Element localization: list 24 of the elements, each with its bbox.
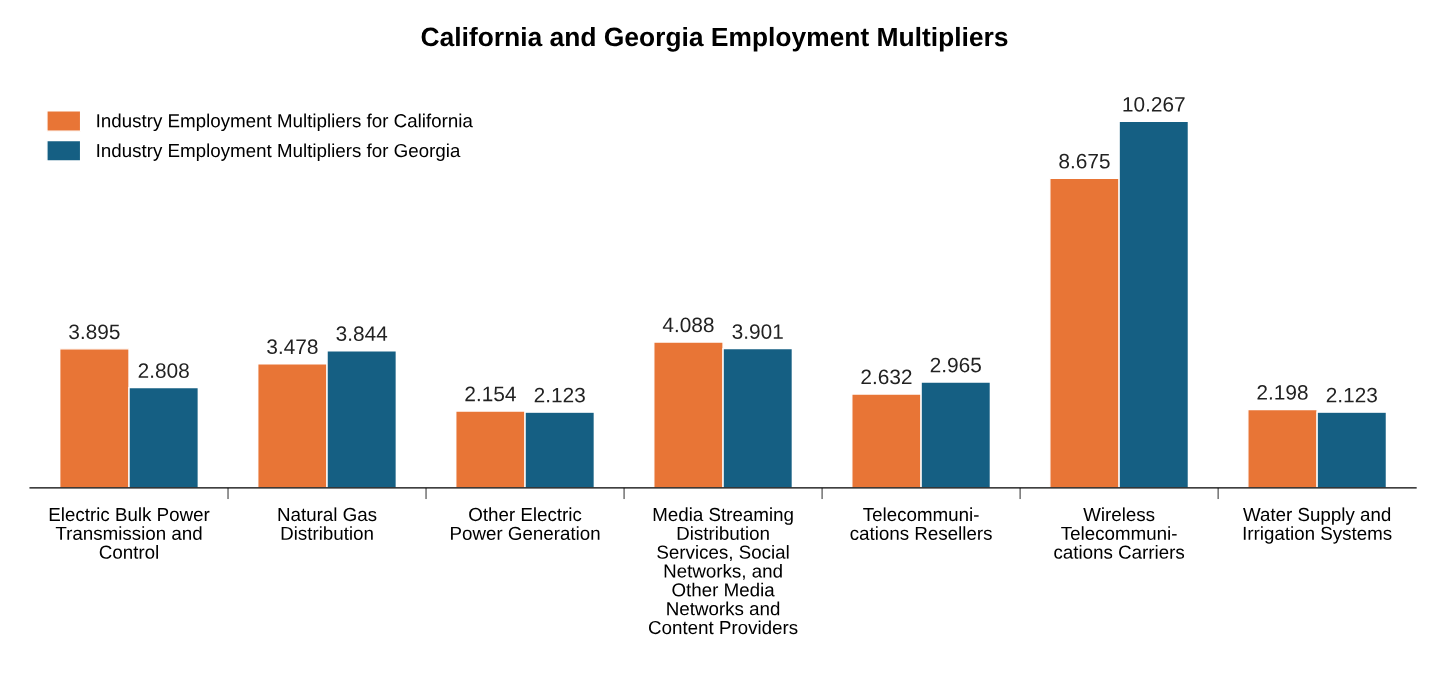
x-tick-label: Wireless Telecommuni- cations Carriers (1054, 507, 1185, 559)
data-label: 3.478 (267, 339, 318, 355)
data-label: 10.267 (1123, 96, 1185, 112)
data-label: 2.123 (534, 387, 585, 403)
data-label: 2.123 (1326, 387, 1377, 403)
data-label: 3.901 (732, 324, 783, 339)
legend-label: Industry Employment Multipliers for Georgia (97, 143, 461, 161)
data-label: 2.154 (465, 386, 516, 402)
data-label: 4.088 (662, 317, 714, 333)
chart-title: California and Georgia Employment Multipliers (421, 26, 1008, 52)
x-tick-label: Other Electric Power Generation (451, 507, 600, 540)
x-tick-label: Water Supply and Irrigation Systems (1243, 507, 1392, 544)
x-tick-label: Telecommuni- cations Resellers (850, 507, 992, 540)
data-label: 2.965 (930, 357, 981, 373)
x-tick-label: Electric Bulk Power Transmission and Control (49, 507, 210, 559)
x-tick-label: Natural Gas Distribution (278, 507, 377, 540)
data-label: 2.808 (138, 363, 189, 378)
data-label: 8.675 (1059, 153, 1110, 169)
data-label: 2.198 (1257, 385, 1308, 400)
data-label: 2.632 (861, 369, 912, 385)
legend-label: Industry Employment Multipliers for California (97, 113, 473, 132)
data-label: 3.844 (336, 326, 388, 342)
x-tick-label: Media Streaming Distribution Services, Social Networks, and Other Media Networks and Content Providers (648, 507, 798, 635)
data-label: 3.895 (69, 324, 120, 340)
